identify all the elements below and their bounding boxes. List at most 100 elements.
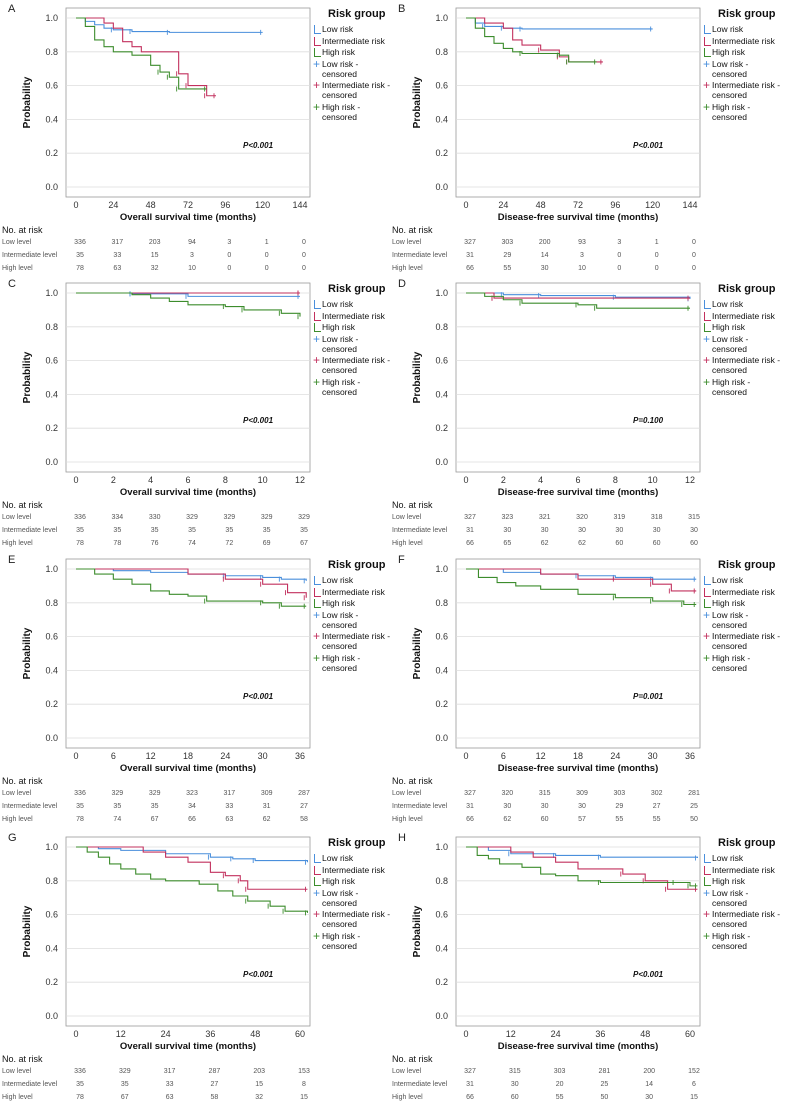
risk-table-title: No. at risk <box>2 1054 43 1064</box>
risk-value: 62 <box>503 816 512 823</box>
legend-item: + Intermediate risk - censored <box>313 630 394 651</box>
risk-table: No. at risk Low level 336 329 329 323 317 309 28… <box>2 776 402 826</box>
legend-item: Low risk <box>704 575 784 585</box>
y-tick-label: 1.0 <box>45 564 58 574</box>
legend-swatch-cross-icon: + <box>313 607 321 622</box>
risk-value: 35 <box>76 527 84 534</box>
y-tick-label: 0.4 <box>45 389 58 399</box>
legend-item: Low risk <box>704 299 784 309</box>
x-tick-label: 18 <box>573 751 583 761</box>
risk-value: 309 <box>576 790 588 797</box>
x-tick-label: 12 <box>146 751 156 761</box>
curve-low-risk <box>76 17 263 33</box>
risk-row-label: High level <box>2 1094 33 1101</box>
y-tick-label: 0.6 <box>435 910 448 920</box>
legend-label: High risk <box>322 876 356 886</box>
legend: Risk group Low risk Intermediate risk High … <box>703 283 784 398</box>
legend-item: High risk <box>314 598 394 608</box>
legend: Risk group Low risk Intermediate risk High … <box>703 8 784 123</box>
legend-item: Intermediate risk <box>314 587 394 597</box>
legend: Risk group Low risk Intermediate risk High … <box>313 8 394 123</box>
risk-row: Low level 327 323 321 320 319 318 315 <box>392 511 792 524</box>
risk-value: 153 <box>298 1068 310 1075</box>
risk-value: 0 <box>692 265 696 272</box>
legend-label: High risk <box>712 322 746 332</box>
risk-value: 60 <box>652 540 661 547</box>
risk-value: 203 <box>253 1068 266 1075</box>
p-value: P<0.001 <box>633 970 664 979</box>
legend-item: + High risk - censored <box>703 930 784 951</box>
y-tick-label: 0.4 <box>45 943 58 953</box>
risk-value: 30 <box>645 1094 654 1101</box>
curve-high-risk <box>76 292 301 317</box>
risk-value: 50 <box>600 1094 609 1101</box>
risk-value: 93 <box>578 239 586 246</box>
legend-swatch-cross-icon: + <box>703 331 711 346</box>
risk-value: 27 <box>652 803 661 810</box>
legend-label: Intermediate risk - censored <box>712 80 781 100</box>
risk-row: Low level 336 329 329 323 317 309 287 <box>2 787 402 800</box>
risk-value: 66 <box>188 816 196 823</box>
legend-swatch-line <box>704 854 711 863</box>
x-tick-label: 60 <box>295 1029 305 1039</box>
risk-row: Low level 327 303 200 93 3 1 0 <box>392 236 792 249</box>
y-tick-label: 0.6 <box>435 356 448 366</box>
risk-row-label: High level <box>392 265 423 272</box>
risk-value: 35 <box>76 1081 84 1088</box>
risk-row-label: Low level <box>2 514 32 521</box>
legend-item: + Low risk - censored <box>313 607 394 630</box>
risk-value: 30 <box>652 527 661 534</box>
risk-row: High level 66 55 30 10 0 0 0 <box>392 262 792 275</box>
y-tick-label: 0.2 <box>435 423 448 433</box>
risk-value: 35 <box>262 527 271 534</box>
risk-value: 30 <box>540 803 549 810</box>
legend-item: + Intermediate risk - censored <box>703 630 784 651</box>
y-tick-label: 0.0 <box>45 1011 58 1021</box>
risk-value: 3 <box>617 239 622 246</box>
legend-label: Low risk - censored <box>712 333 749 354</box>
x-axis-title: Overall survival time (months) <box>120 1041 256 1052</box>
panel-label: D <box>398 278 406 290</box>
legend-swatch-line <box>704 599 711 608</box>
x-axis-title: Disease-free survival time (months) <box>498 212 659 223</box>
risk-row-label: Intermediate level <box>392 803 448 810</box>
risk-value: 15 <box>150 252 159 259</box>
risk-value: 58 <box>210 1094 219 1101</box>
risk-row: Low level 327 320 315 309 303 302 281 <box>392 787 792 800</box>
legend-item: + High risk - censored <box>703 652 784 673</box>
risk-value: 287 <box>208 1068 221 1075</box>
risk-table-title: No. at risk <box>2 225 43 235</box>
legend-label: High risk - censored <box>322 652 361 673</box>
risk-value: 30 <box>578 803 586 810</box>
risk-value: 317 <box>163 1068 176 1075</box>
x-tick-label: 12 <box>685 475 695 485</box>
risk-value: 30 <box>510 1081 519 1088</box>
risk-value: 8 <box>302 1081 306 1088</box>
legend: Risk group Low risk Intermediate risk High … <box>313 837 394 952</box>
legend-label: Intermediate risk - censored <box>322 355 391 375</box>
legend-label: Intermediate risk <box>712 864 775 875</box>
y-tick-label: 0.2 <box>435 977 448 987</box>
p-value: P=0.100 <box>633 416 664 425</box>
legend-item: Intermediate risk <box>704 865 784 875</box>
risk-value: 55 <box>652 816 661 823</box>
risk-value: 0 <box>227 252 232 259</box>
x-tick-label: 36 <box>205 1029 215 1039</box>
curve-low-risk <box>466 568 697 580</box>
risk-row-label: Low level <box>392 239 422 246</box>
y-tick-label: 0.0 <box>45 457 58 467</box>
legend-title: Risk group <box>718 559 776 571</box>
risk-value: 0 <box>302 239 306 246</box>
risk-value: 78 <box>76 540 84 547</box>
curve-high-risk <box>466 292 690 309</box>
risk-value: 0 <box>654 252 659 259</box>
legend-label: Intermediate risk - censored <box>322 631 391 651</box>
legend-label: Intermediate risk <box>712 310 775 321</box>
legend-swatch-line <box>314 323 321 332</box>
legend-item: High risk <box>704 47 784 57</box>
y-tick-label: 0.0 <box>435 182 448 192</box>
x-axis-title: Disease-free survival time (months) <box>498 1041 659 1052</box>
legend-item: Intermediate risk <box>314 865 394 875</box>
panel-g: G 0.0 0.2 0.4 0.6 0.8 1.0 0 12 24 36 48 60 Overall su… <box>0 829 405 1104</box>
x-axis-title: Overall survival time (months) <box>120 487 256 498</box>
